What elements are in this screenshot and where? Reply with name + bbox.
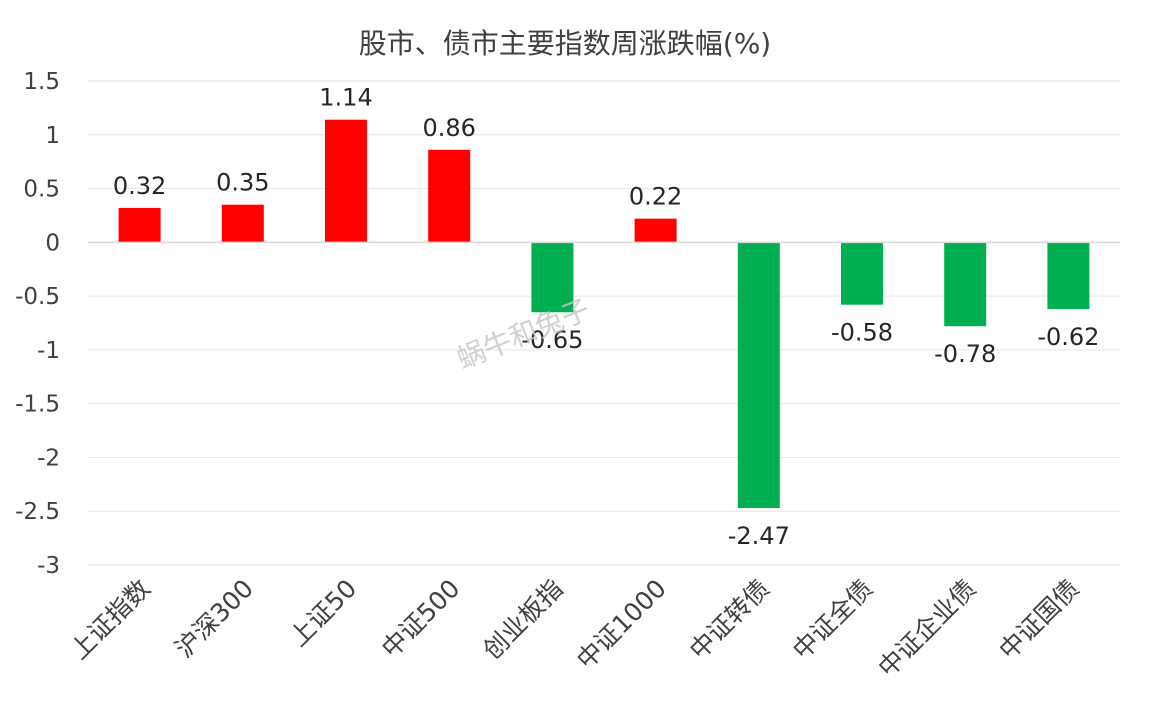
bar-中证全债 xyxy=(841,242,883,305)
bar-上证指数 xyxy=(118,207,161,243)
bar-上证50 xyxy=(325,119,367,243)
y-tick-label: 1.5 xyxy=(23,69,60,95)
data-label: 1.14 xyxy=(319,84,372,112)
y-axis-ticks: 1.5 1 0.5 0 -0.5 -1 -1.5 -2 -2.5 -3 xyxy=(15,69,60,579)
y-tick-label: 0.5 xyxy=(23,177,60,203)
y-tick-label: -2 xyxy=(37,445,60,471)
y-tick-label: -3 xyxy=(37,553,60,579)
data-label: -0.78 xyxy=(934,340,996,368)
data-labels: 0.32 0.35 1.14 0.86 -0.65 0.22 -2.47 -0.58 -0.78… xyxy=(113,84,1100,550)
x-category-label: 上证指数 xyxy=(65,574,156,665)
chart-title: 股市、债市主要指数周涨跌幅(%) xyxy=(359,27,771,60)
bar-中证500 xyxy=(428,149,471,243)
x-category-label: 创业板指 xyxy=(477,574,568,665)
data-label: -2.47 xyxy=(728,522,790,550)
x-category-label: 沪深300 xyxy=(169,574,259,664)
gridlines xyxy=(88,80,1120,566)
x-category-label: 中证国债 xyxy=(993,574,1084,665)
y-tick-label: 0 xyxy=(45,230,60,256)
data-label: -0.58 xyxy=(831,319,893,347)
data-label: -0.62 xyxy=(1037,323,1099,351)
data-label: 0.32 xyxy=(113,172,166,200)
y-tick-label: -1 xyxy=(37,338,60,364)
y-tick-label: -0.5 xyxy=(15,284,60,310)
y-tick-label: 1 xyxy=(45,123,60,149)
data-label: -0.65 xyxy=(521,326,583,354)
y-tick-label: -1.5 xyxy=(15,392,60,418)
bar-创业板指 xyxy=(531,242,574,313)
x-category-label: 中证全债 xyxy=(787,574,878,665)
bars xyxy=(118,119,1090,508)
x-category-label: 中证企业债 xyxy=(873,574,982,683)
x-category-label: 上证50 xyxy=(284,574,362,652)
data-label: 0.86 xyxy=(422,114,475,142)
bar-中证国债 xyxy=(1047,242,1090,310)
bar-沪深300 xyxy=(221,204,264,243)
x-axis-categories: 上证指数 沪深300 上证50 中证500 创业板指 中证1000 中证转债 中证全债中证企业… xyxy=(65,574,1085,683)
data-label: 0.22 xyxy=(629,183,682,211)
bar-中证企业债 xyxy=(944,242,987,327)
x-category-label: 中证500 xyxy=(376,574,466,664)
y-tick-label: -2.5 xyxy=(15,499,60,525)
x-category-label: 中证1000 xyxy=(571,574,672,675)
bar-中证转债 xyxy=(737,242,780,508)
bar-中证1000 xyxy=(634,218,677,243)
data-label: 0.35 xyxy=(216,169,269,197)
x-category-label: 中证转债 xyxy=(684,574,775,665)
